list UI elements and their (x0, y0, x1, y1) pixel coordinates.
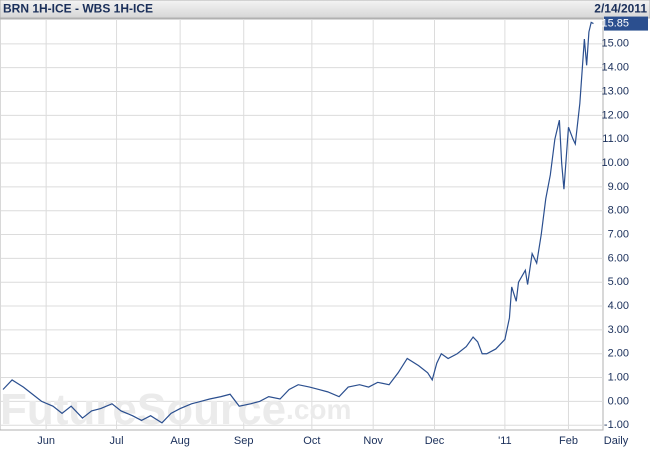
x-tick-label: Dec (425, 435, 445, 447)
y-tick-label: 5.00 (608, 276, 629, 288)
y-tick-label: 11.00 (602, 133, 629, 145)
x-tick-label: Jul (110, 435, 124, 447)
y-tick-label: 7.00 (608, 228, 629, 240)
chart-title: BRN 1H-ICE - WBS 1H-ICE (3, 2, 153, 16)
last-value-box (604, 16, 648, 31)
y-tick-label: 3.00 (608, 324, 629, 336)
header-bar (0, 0, 650, 19)
y-tick-label: 14.00 (601, 62, 629, 74)
watermark: FutureSource.com (0, 385, 351, 434)
x-tick-label: Aug (170, 435, 190, 447)
y-tick-label: 9.00 (608, 181, 629, 193)
x-tick-label: Feb (559, 435, 578, 447)
x-tick-label: Sep (234, 435, 254, 447)
x-tick-label: Oct (303, 435, 320, 447)
y-tick-label: 4.00 (608, 300, 629, 312)
y-tick-label: 12.00 (601, 109, 629, 121)
y-tick-label: 15.00 (601, 38, 629, 50)
last-value-label: 15.85 (601, 17, 629, 29)
y-tick-label: 6.00 (608, 252, 629, 264)
y-tick-label: 1.00 (608, 371, 629, 383)
frequency-label: Daily (604, 435, 629, 447)
y-tick-label: 13.00 (601, 85, 629, 97)
watermark-suffix: .com (286, 394, 351, 425)
x-tick-label: Jun (37, 435, 55, 447)
watermark-main: FutureSource (0, 385, 286, 434)
y-tick-label: 8.00 (608, 205, 629, 217)
date: 2/14/2011 (594, 2, 647, 16)
y-tick-label: 0.00 (608, 395, 629, 407)
y-tick-label: 2.00 (608, 348, 629, 360)
y-tick-label: 10.00 (601, 157, 629, 169)
x-tick-label: '11 (498, 435, 512, 447)
line-series (2, 21, 594, 424)
x-tick-label: Nov (363, 435, 383, 447)
y-tick-label: -1.00 (604, 419, 629, 431)
plot-frame (0, 18, 604, 431)
